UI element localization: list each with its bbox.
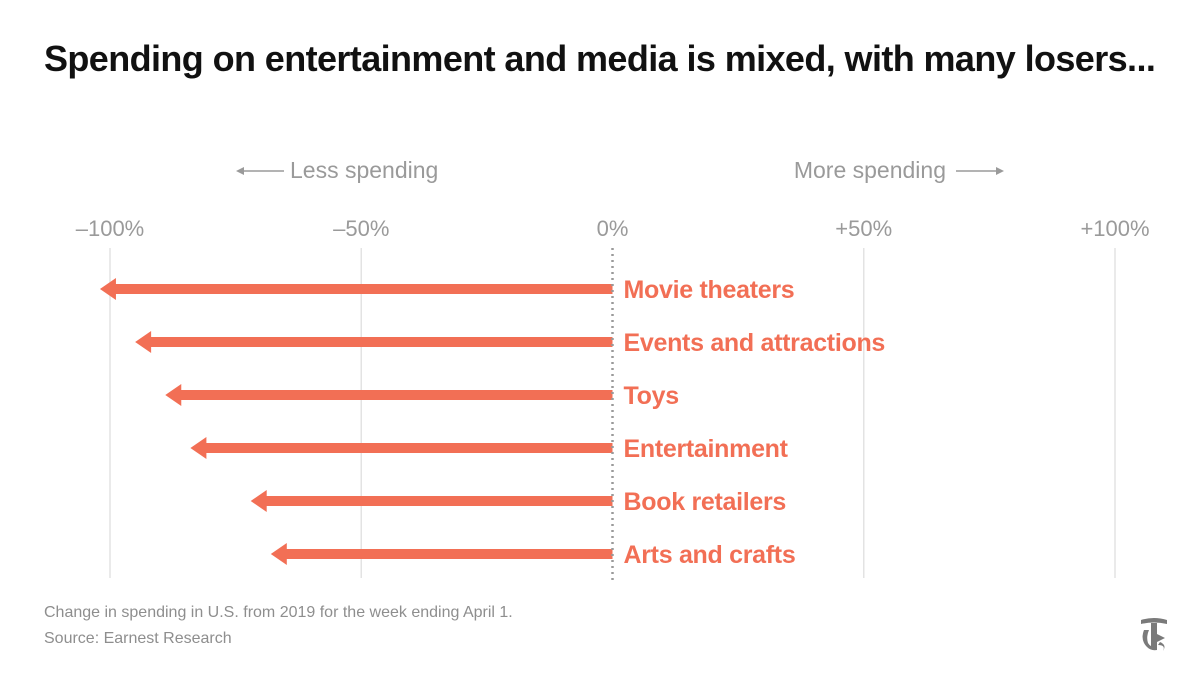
bar-arrow — [250, 490, 613, 512]
category-label: Events and attractions — [624, 329, 886, 357]
chart-title: Spending on entertainment and media is m… — [44, 38, 1156, 79]
bar-arrow — [135, 331, 613, 353]
less-spending-label: Less spending — [290, 157, 438, 183]
tick-labels: –100% –50% 0% +50% +100% — [76, 216, 1150, 241]
x-tick-label: 0% — [597, 216, 629, 241]
chart-source: Source: Earnest Research — [44, 630, 232, 647]
category-label: Book retailers — [624, 488, 787, 516]
more-spending-label: More spending — [794, 157, 946, 183]
chart-note: Change in spending in U.S. from 2019 for… — [44, 604, 513, 621]
bar-arrow — [99, 278, 613, 300]
x-tick-label: +100% — [1080, 216, 1149, 241]
category-labels: Movie theaters Events and attractions Toys… — [624, 276, 886, 569]
gridlines — [109, 248, 1116, 578]
bar-arrow — [165, 384, 613, 406]
bar-arrow — [270, 543, 613, 565]
category-label: Toys — [624, 382, 679, 410]
category-label: Arts and crafts — [624, 541, 796, 569]
direction-labels: Less spending More spending — [236, 157, 1004, 183]
category-label: Entertainment — [624, 435, 789, 463]
more-arrowhead-icon — [996, 167, 1004, 175]
x-tick-label: +50% — [835, 216, 892, 241]
nyt-t-logo-icon — [1141, 618, 1167, 651]
x-tick-label: –100% — [76, 216, 145, 241]
bar-arrow — [190, 437, 613, 459]
less-arrowhead-icon — [236, 167, 244, 175]
category-label: Movie theaters — [624, 276, 795, 304]
x-tick-label: –50% — [333, 216, 389, 241]
bars — [99, 278, 613, 565]
